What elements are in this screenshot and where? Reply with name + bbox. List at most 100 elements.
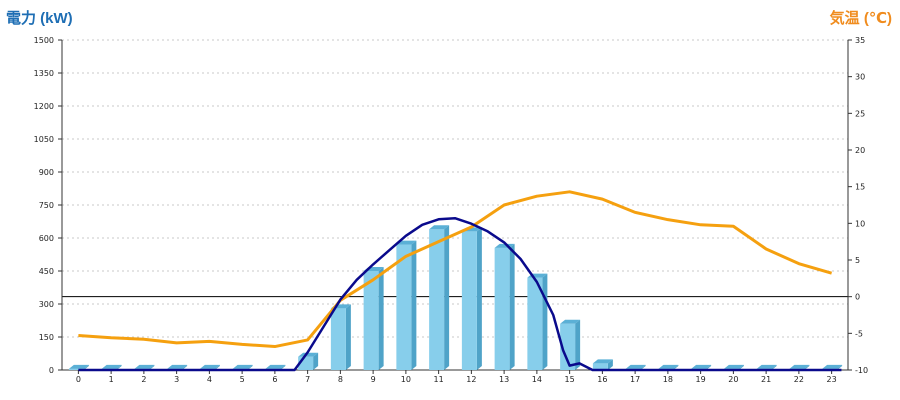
x-tick-label: 14 xyxy=(532,375,542,384)
x-tick-label: 13 xyxy=(499,375,509,384)
power-bar-top xyxy=(723,364,744,369)
left-tick-label: 450 xyxy=(39,267,54,276)
left-tick-label: 1050 xyxy=(34,135,54,144)
power-bar-side xyxy=(214,364,220,370)
left-tick-label: 1350 xyxy=(34,69,54,78)
right-tick-label: 35 xyxy=(855,36,865,45)
power-bar-side xyxy=(607,359,613,370)
power-bar-side xyxy=(313,352,319,370)
x-tick-label: 4 xyxy=(207,375,212,384)
x-tick-label: 21 xyxy=(761,375,771,384)
power-bar-top xyxy=(199,364,220,369)
left-tick-label: 150 xyxy=(39,333,54,342)
x-tick-label: 3 xyxy=(174,375,179,384)
power-bar-side xyxy=(280,364,286,370)
power-bar xyxy=(527,273,548,370)
power-bar xyxy=(429,225,450,370)
x-tick-label: 11 xyxy=(434,375,444,384)
power-bar-side xyxy=(182,364,188,370)
power-bar-side xyxy=(247,364,253,370)
power-bar-side xyxy=(509,243,515,370)
power-bar-side xyxy=(738,364,744,370)
power-bar-top xyxy=(68,364,89,369)
power-bar-top xyxy=(625,364,646,369)
right-tick-label: -10 xyxy=(855,366,868,375)
right-tick-label: -5 xyxy=(855,329,863,338)
x-tick-label: 9 xyxy=(371,375,376,384)
x-tick-label: 15 xyxy=(565,375,575,384)
power-line xyxy=(78,216,842,372)
left-tick-label: 1200 xyxy=(34,102,54,111)
left-tick-label: 300 xyxy=(39,300,54,309)
left-tick-label: 1500 xyxy=(34,36,54,45)
power-bar-top xyxy=(298,352,319,357)
power-bar-side xyxy=(345,304,351,370)
power-bar-top xyxy=(592,359,613,364)
power-bar-side xyxy=(411,240,417,370)
power-bar-top xyxy=(396,240,417,245)
power-bar xyxy=(461,227,482,370)
temperature-line xyxy=(78,190,833,349)
right-tick-label: 30 xyxy=(855,73,865,82)
x-tick-label: 17 xyxy=(630,375,640,384)
series-lines xyxy=(78,190,842,372)
power-bar-top xyxy=(658,364,679,369)
power-bar-side xyxy=(542,273,548,370)
right-tick-label: 5 xyxy=(855,256,860,265)
power-bar-front xyxy=(461,231,477,370)
power-bar xyxy=(363,267,384,370)
power-bar-side xyxy=(837,364,843,370)
x-tick-label: 10 xyxy=(401,375,411,384)
right-tick-label: 15 xyxy=(855,183,865,192)
right-tick-label: 10 xyxy=(855,219,865,228)
power-bar-side xyxy=(771,364,777,370)
power-bar-side xyxy=(673,364,679,370)
power-bar-side xyxy=(378,267,384,370)
tick-labels: 01503004506007509001050120013501500-10-5… xyxy=(34,36,868,384)
left-axis-title: 電力 (kW) xyxy=(6,10,73,27)
right-tick-label: 0 xyxy=(855,293,860,302)
x-tick-label: 6 xyxy=(272,375,277,384)
power-bar-front xyxy=(396,244,412,370)
power-bar-top xyxy=(167,364,188,369)
power-bar-front xyxy=(560,323,576,370)
power-bar-top xyxy=(429,225,450,230)
power-bar-front xyxy=(592,363,608,370)
power-bar-top xyxy=(134,364,155,369)
left-tick-label: 600 xyxy=(39,234,54,243)
power-bars xyxy=(68,225,843,370)
power-bar xyxy=(330,304,351,370)
power-bar-side xyxy=(116,364,122,370)
x-tick-label: 0 xyxy=(76,375,81,384)
power-bar-top xyxy=(560,319,581,324)
power-bar-side xyxy=(575,319,581,370)
power-bar xyxy=(560,319,581,370)
x-tick-label: 18 xyxy=(663,375,673,384)
power-bar xyxy=(68,364,89,370)
x-tick-label: 12 xyxy=(466,375,476,384)
power-bar-side xyxy=(83,364,89,370)
power-bar-side xyxy=(804,364,810,370)
x-tick-label: 8 xyxy=(338,375,343,384)
power-bar-front xyxy=(527,277,543,370)
left-tick-label: 900 xyxy=(39,168,54,177)
power-bar-top xyxy=(789,364,810,369)
right-axis-title: 気温 (℃) xyxy=(829,10,892,27)
power-bar-top xyxy=(822,364,843,369)
left-tick-label: 750 xyxy=(39,201,54,210)
x-tick-label: 19 xyxy=(696,375,706,384)
right-tick-label: 25 xyxy=(855,109,865,118)
power-bar-side xyxy=(444,225,450,370)
power-bar-front xyxy=(429,229,445,370)
x-tick-label: 7 xyxy=(305,375,310,384)
power-bar xyxy=(592,359,613,370)
power-bar-front xyxy=(363,271,379,370)
power-bar xyxy=(494,243,515,370)
x-tick-label: 5 xyxy=(240,375,245,384)
power-bar-side xyxy=(640,364,646,370)
right-tick-label: 20 xyxy=(855,146,865,155)
power-bar-side xyxy=(476,227,482,370)
power-bar-top xyxy=(691,364,712,369)
power-bar-front xyxy=(330,308,346,370)
